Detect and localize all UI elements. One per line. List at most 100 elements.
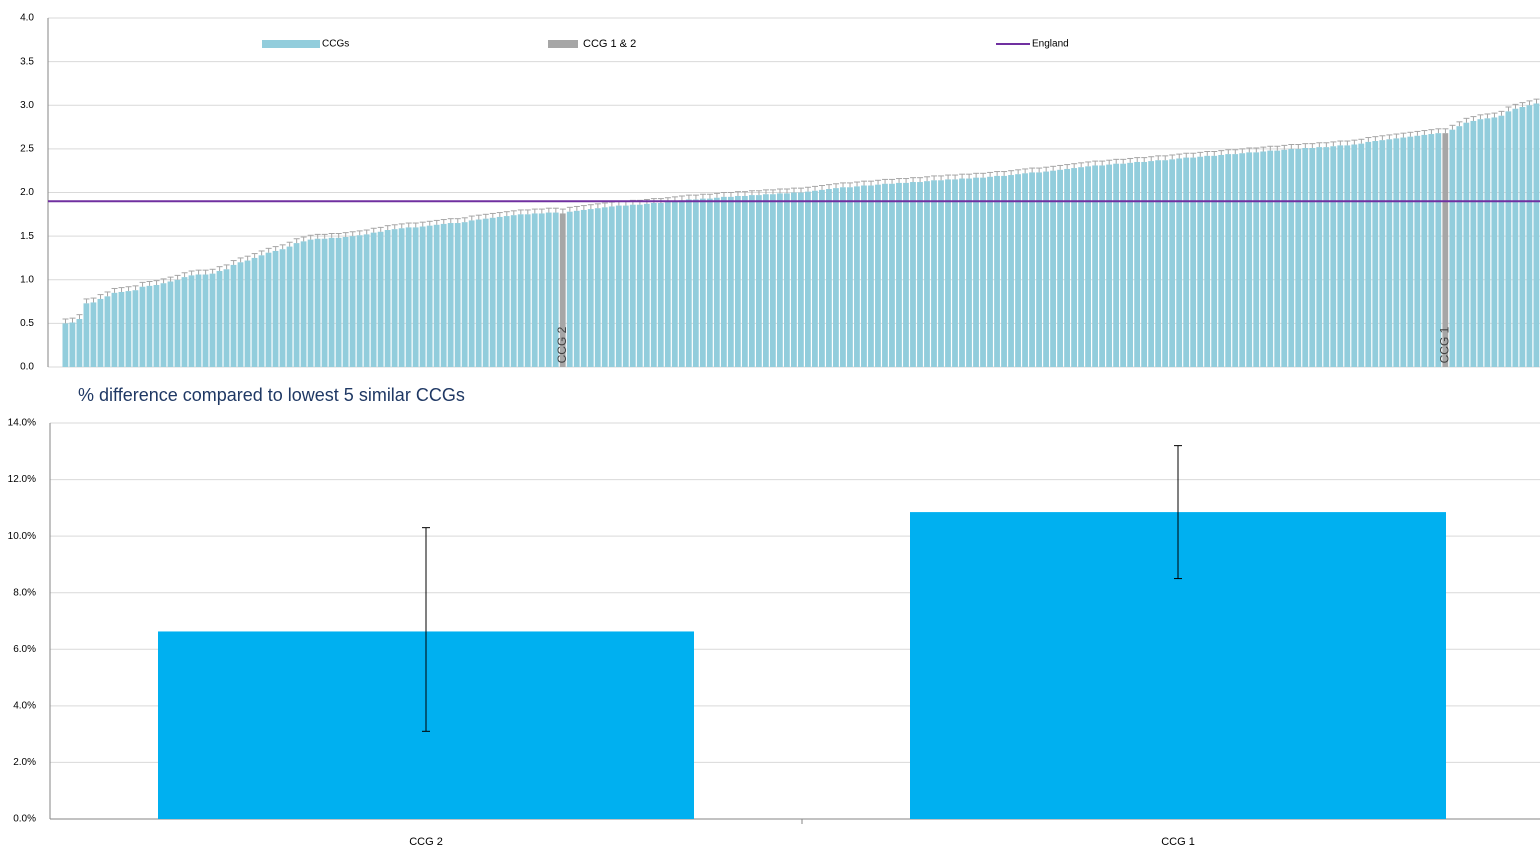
- bar: [608, 206, 615, 367]
- bar: [847, 187, 853, 367]
- bar: [1183, 157, 1190, 367]
- bar: [1239, 153, 1246, 367]
- bar: [230, 264, 237, 367]
- bar: [1008, 175, 1014, 367]
- y-tick-label: 4.0: [20, 13, 34, 24]
- bar: [868, 185, 874, 367]
- bar: [1414, 135, 1421, 367]
- bar: [1491, 117, 1498, 367]
- bar: [1204, 155, 1211, 367]
- chart-title: % difference compared to lowest 5 simila…: [78, 385, 465, 405]
- bar: [1505, 111, 1512, 367]
- bar: [209, 273, 216, 367]
- bar: [1533, 103, 1540, 367]
- bar: [1421, 134, 1428, 367]
- bar: [475, 219, 482, 367]
- legend-label: England: [1032, 39, 1069, 50]
- bar: [1351, 144, 1358, 367]
- bar: [769, 194, 776, 367]
- bar: [1288, 148, 1295, 367]
- bar: [1015, 174, 1021, 367]
- bar: [363, 234, 370, 367]
- bar: [1155, 160, 1162, 367]
- bar: [1113, 163, 1120, 367]
- bar: [1442, 133, 1449, 367]
- bar: [1211, 155, 1218, 367]
- bar: [685, 199, 692, 367]
- bar: [1022, 173, 1028, 367]
- bar: [1085, 166, 1091, 367]
- bar: [783, 193, 790, 367]
- bar: [854, 186, 860, 367]
- bar: [1400, 137, 1407, 367]
- bar: [692, 199, 699, 367]
- bar: [1330, 146, 1337, 367]
- bar: [861, 185, 867, 367]
- bar: [132, 290, 139, 367]
- bar: [111, 292, 118, 367]
- bar: [875, 184, 881, 367]
- bar: [938, 180, 944, 367]
- bar: [1001, 175, 1007, 367]
- bar: [1316, 147, 1323, 367]
- legend-swatch: [262, 40, 320, 48]
- bar: [1393, 138, 1400, 367]
- bar: [265, 252, 272, 367]
- bar: [174, 279, 181, 367]
- y-tick-label: 2.0%: [13, 757, 36, 768]
- y-tick-label: 1.5: [20, 231, 34, 242]
- bar: [819, 189, 825, 367]
- y-tick-label: 14.0%: [8, 418, 36, 429]
- bar: [1323, 147, 1330, 367]
- bar: [356, 235, 363, 367]
- bar: [741, 195, 748, 367]
- bar: [237, 262, 244, 367]
- bar: [545, 212, 552, 367]
- bar: [272, 250, 279, 367]
- y-tick-label: 10.0%: [8, 531, 36, 542]
- bar: [1043, 171, 1049, 367]
- bar: [812, 190, 818, 367]
- bar: [629, 204, 636, 367]
- bar: [1456, 126, 1463, 367]
- legend-label: CCGs: [322, 39, 349, 50]
- bar: [1484, 118, 1491, 368]
- legend-swatch: [548, 40, 578, 48]
- bar: [1057, 169, 1063, 367]
- bar: [461, 222, 468, 367]
- bar: [524, 214, 531, 367]
- bar: [1344, 145, 1351, 367]
- bar: [1071, 168, 1077, 367]
- y-tick-label: 6.0%: [13, 644, 36, 655]
- bar: [580, 209, 587, 367]
- bar: [945, 179, 951, 367]
- bar: [496, 216, 503, 367]
- bar: [503, 216, 510, 367]
- bar: [566, 211, 573, 367]
- bar: [1435, 133, 1442, 367]
- bar: [1449, 129, 1456, 367]
- bar: [69, 322, 76, 367]
- bar: [1526, 105, 1533, 367]
- bar: [790, 192, 797, 367]
- bar: [195, 274, 202, 367]
- bar: [678, 200, 685, 367]
- bar: [622, 205, 629, 367]
- bar: [370, 232, 377, 367]
- y-tick-label: 12.0%: [8, 474, 36, 485]
- bar: [594, 208, 601, 367]
- bar: [104, 296, 111, 367]
- x-tick-label: CCG 1: [1161, 836, 1195, 848]
- bar: [223, 269, 230, 367]
- bar: [917, 182, 923, 367]
- bar: [1365, 141, 1372, 367]
- bar: [643, 203, 650, 367]
- bar: [1267, 150, 1274, 367]
- bar: [510, 215, 517, 367]
- bar: [650, 202, 657, 367]
- bar: [805, 191, 811, 367]
- bar: [959, 178, 965, 367]
- bar: [1036, 172, 1042, 367]
- bar-label: CCG 1: [1438, 326, 1452, 363]
